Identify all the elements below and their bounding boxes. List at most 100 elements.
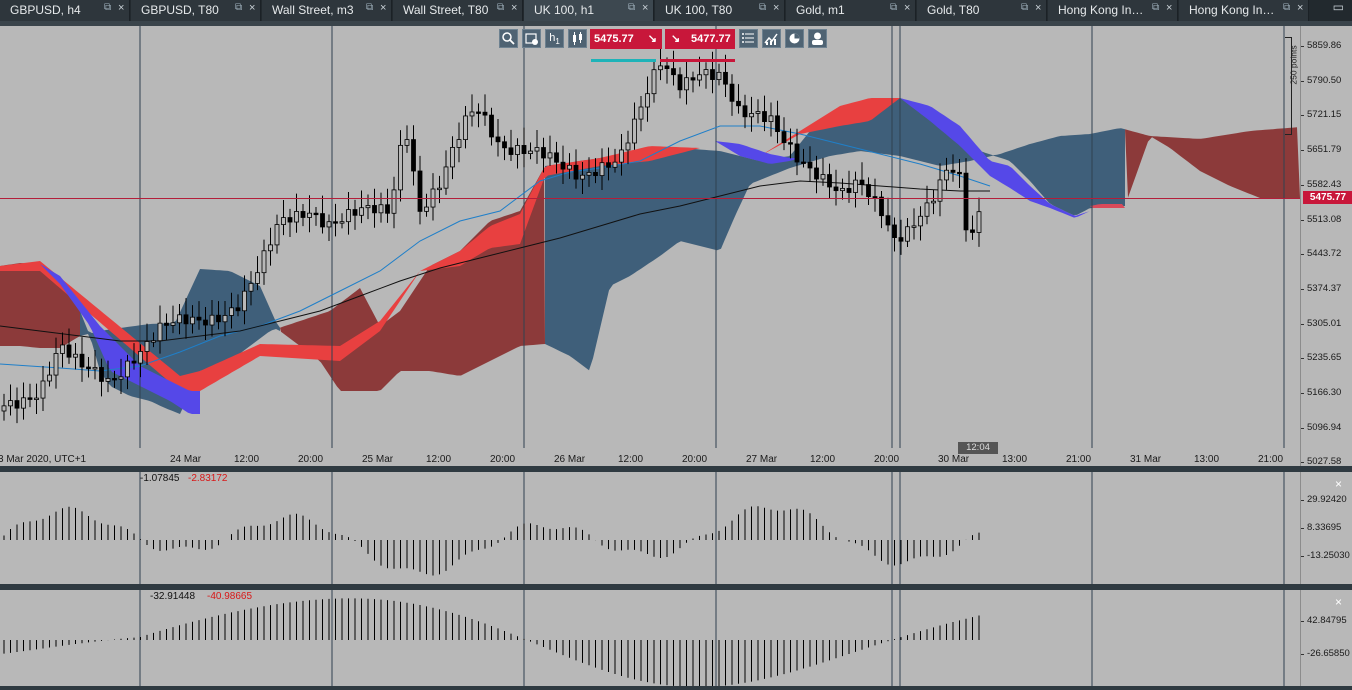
candlestick [580,161,585,195]
cloud-bull-segment [200,269,280,371]
candle-body [476,111,481,114]
zoom-icon[interactable] [499,29,518,48]
price-axis-label: 5651.79 [1307,144,1342,156]
time-axis-label: 13:00 [1002,454,1028,465]
close-icon[interactable]: × [380,2,387,14]
close-icon[interactable]: × [1297,2,1304,14]
timeframe-icon[interactable]: h1 [545,29,564,48]
candle-body [976,211,982,233]
candle-body [216,314,221,323]
candle-body [320,213,325,228]
close-icon[interactable]: × [1166,2,1173,14]
tab-8[interactable]: Hong Kong Ind… ⧉ × [1048,0,1178,21]
indicators-icon[interactable] [739,29,758,48]
detach-icon[interactable]: ⧉ [759,2,767,13]
time-axis-label: 25 Mar [362,454,394,465]
candle-body [593,172,598,177]
window-icon[interactable]: ▭ [1332,0,1344,14]
tab-6[interactable]: Gold, m1 ⧉ × [786,0,916,21]
close-icon[interactable]: × [249,2,256,14]
detach-icon[interactable]: ⧉ [890,2,898,13]
candle-body [716,71,722,80]
candlestick [508,129,514,162]
detach-icon[interactable]: ⧉ [1152,2,1160,13]
oscillator-1-axis[interactable]: 29.92420 8.33695 -13.25030 [1300,472,1352,584]
price-axis-label: 5790.50 [1307,74,1342,86]
candle-body [482,111,488,116]
oscillator-pane-2[interactable]: -32.91448 -40.98665 42.84795 -26.65850 × [0,590,1352,686]
candlestick [976,197,982,247]
main-chart-pane[interactable]: 5475.77 5859.86 5790.50 5721.15 5651.79 5582… [0,26,1352,537]
tab-7[interactable]: Gold, T80 ⧉ × [917,0,1047,21]
buy-button[interactable]: ↘ 5477.77 [665,29,735,49]
chart-settings-icon[interactable] [522,29,541,48]
price-axis-tick [1301,219,1304,221]
tab-4[interactable]: UK 100, h1 ⧉ × [524,0,654,21]
sell-button[interactable]: 5475.77 ↘ [590,29,662,49]
close-icon[interactable]: × [1035,2,1042,14]
detach-icon[interactable]: ⧉ [628,2,636,13]
candle-body [300,211,306,218]
detach-icon[interactable]: ⧉ [1283,2,1291,13]
detach-icon[interactable]: ⧉ [497,2,505,13]
candle-body [463,115,468,140]
close-icon[interactable]: × [904,2,911,14]
tab-2[interactable]: Wall Street, m3 ⧉ × [262,0,392,21]
candle-body [21,397,26,409]
candlestick [625,130,631,165]
tab-0[interactable]: GBPUSD, h4 ⧉ × [0,0,130,21]
trader-icon[interactable] [808,29,827,48]
price-axis[interactable]: 5475.77 5859.86 5790.50 5721.15 5651.79 5582… [1300,26,1352,537]
chart-type-icon[interactable] [568,29,587,48]
price-axis-tick [1301,46,1304,47]
detach-icon[interactable]: ⧉ [235,2,243,13]
moving-average-slow-line [0,180,990,342]
candle-body [879,196,884,217]
oscillator-1-value-2: -2.83172 [188,473,228,484]
price-chart-canvas[interactable] [0,26,1300,466]
candlestick [105,360,111,393]
candlestick [944,157,949,190]
price-axis-label: 5374.37 [1307,282,1342,294]
candlestick-series [1,48,982,424]
detach-icon[interactable]: ⧉ [366,2,374,13]
candle-body [729,83,735,102]
candlestick [222,301,228,337]
oscillator-pane-1[interactable]: -1.07845 -2.83172 29.92420 8.33695 -13.250… [0,472,1352,584]
candlestick [567,153,572,179]
candle-body [586,172,592,176]
time-axis-label: 13:00 [1194,454,1220,465]
tab-9[interactable]: Hong Kong Ind… ⧉ × [1179,0,1309,21]
price-axis-tick [1301,427,1304,429]
candlestick [794,128,800,176]
close-icon[interactable]: × [1335,595,1343,609]
detach-icon[interactable]: ⧉ [1021,2,1029,13]
detach-icon[interactable]: ⧉ [104,2,112,13]
tab-label: GBPUSD, h4 [10,3,81,17]
tab-3[interactable]: Wall Street, T80 ⧉ × [393,0,523,21]
candle-body [203,319,208,326]
close-icon[interactable]: × [642,2,649,14]
pane-separator[interactable] [0,584,1352,590]
pane-separator[interactable] [0,466,1352,472]
line-chart-icon[interactable] [762,29,781,48]
candle-body [560,161,566,170]
pie-icon[interactable] [785,29,804,48]
candle-body [918,215,923,227]
candle-body [177,314,182,324]
oscillator-2-axis[interactable]: 42.84795 -26.65850 [1300,590,1352,686]
tab-1[interactable]: GBPUSD, T80 ⧉ × [131,0,261,21]
candle-body [957,171,962,175]
candlestick [66,328,72,364]
candle-body [92,367,98,370]
candlestick [820,157,826,186]
close-icon[interactable]: × [1335,477,1343,491]
close-icon[interactable]: × [118,2,125,14]
price-axis-label: 5513.08 [1307,213,1342,225]
candle-body [326,221,332,228]
candle-body [170,322,176,326]
close-icon[interactable]: × [773,2,780,14]
tab-5[interactable]: UK 100, T80 ⧉ × [655,0,785,21]
time-axis-label: 30 Mar [938,454,970,465]
close-icon[interactable]: × [511,2,518,14]
